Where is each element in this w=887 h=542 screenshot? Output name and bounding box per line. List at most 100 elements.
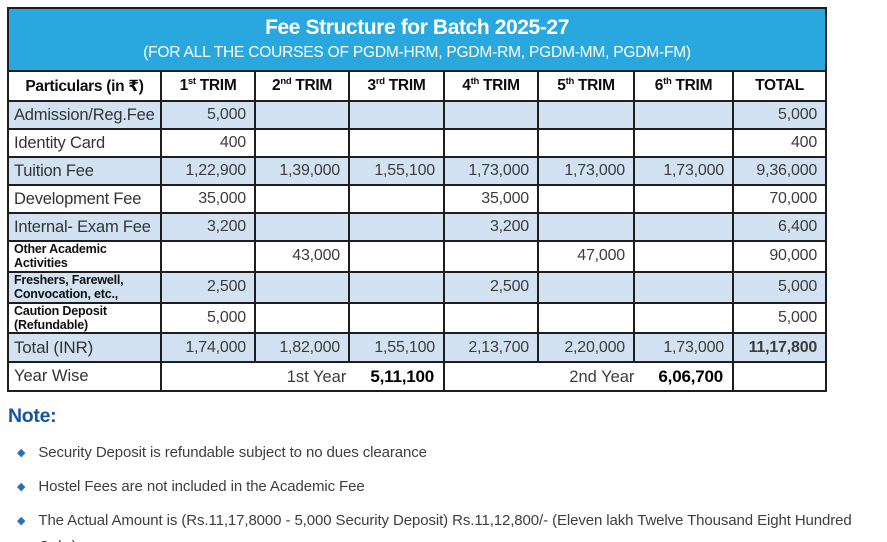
column-header-trim-4: 4th TRIM bbox=[443, 70, 539, 102]
page-title: Fee Structure for Batch 2025-27 bbox=[265, 16, 569, 39]
cell-trim2 bbox=[254, 212, 350, 242]
cell-trim2 bbox=[254, 270, 350, 304]
cell-trim2 bbox=[254, 128, 350, 158]
cell-total: 6,400 bbox=[731, 212, 828, 242]
cell-first-year: 1st Year 5,11,100 bbox=[160, 361, 445, 393]
cell-trim2: 1,82,000 bbox=[254, 332, 350, 364]
cell-trim1: 1,74,000 bbox=[160, 332, 256, 364]
banner-row: Fee Structure for Batch 2025-27 (FOR ALL… bbox=[6, 7, 828, 72]
cell-total: 70,000 bbox=[731, 184, 828, 214]
cell-trim1 bbox=[160, 240, 256, 273]
cell-trim4 bbox=[443, 100, 539, 130]
cell-trim4: 1,73,000 bbox=[443, 156, 539, 186]
cell-trim3 bbox=[348, 184, 445, 214]
cell-trim2: 1,39,000 bbox=[254, 156, 350, 186]
column-header-trim-5: 5th TRIM bbox=[537, 70, 635, 102]
cell-trim1: 35,000 bbox=[160, 184, 256, 214]
row-label: Identity Card bbox=[7, 128, 162, 158]
cell-trim1: 5,000 bbox=[160, 301, 256, 335]
note-item-text: Security Deposit is refundable subject t… bbox=[38, 444, 427, 462]
cell-trim4 bbox=[443, 301, 539, 335]
cell-trim6 bbox=[633, 301, 734, 335]
table-row-tuition-fee: Tuition Fee 1,22,900 1,39,000 1,55,100 1… bbox=[7, 156, 828, 186]
cell-trim1: 3,200 bbox=[160, 212, 256, 242]
cell-total: 90,000 bbox=[731, 240, 828, 273]
cell-trim3 bbox=[348, 240, 445, 273]
note-section: Note: ◆ Security Deposit is refundable s… bbox=[8, 405, 887, 542]
table-row-freshers-farewell-convocation: Freshers, Farewell, Convocation, etc., 2… bbox=[7, 270, 828, 304]
table-row-caution-deposit: Caution Deposit (Refundable) 5,000 5,000 bbox=[7, 301, 828, 335]
cell-trim6 bbox=[633, 240, 734, 273]
table-row-internal-exam-fee: Internal- Exam Fee 3,200 3,200 6,400 bbox=[7, 212, 828, 242]
table-row-identity-card: Identity Card 400 400 bbox=[7, 128, 828, 158]
cell-trim3 bbox=[348, 128, 445, 158]
cell-trim5 bbox=[537, 100, 635, 130]
cell-trim6: 1,73,000 bbox=[633, 332, 734, 364]
table-row-development-fee: Development Fee 35,000 35,000 70,000 bbox=[7, 184, 828, 214]
cell-grand-total: 11,17,800 bbox=[731, 332, 828, 364]
cell-trim5 bbox=[537, 128, 635, 158]
cell-trim6 bbox=[633, 212, 734, 242]
row-label: Admission/Reg.Fee bbox=[7, 100, 162, 130]
note-item-security-deposit: ◆ Security Deposit is refundable subject… bbox=[8, 440, 860, 466]
cell-trim3: 1,55,100 bbox=[348, 332, 445, 364]
cell-second-year: 2nd Year 6,06,700 bbox=[443, 361, 734, 393]
cell-trim2 bbox=[254, 100, 350, 130]
cell-trim2 bbox=[254, 301, 350, 335]
column-header-trim-6: 6th TRIM bbox=[633, 70, 734, 102]
cell-trim1: 1,22,900 bbox=[160, 156, 256, 186]
cell-total: 5,000 bbox=[731, 100, 828, 130]
row-label: Freshers, Farewell, Convocation, etc., bbox=[7, 270, 162, 304]
column-header-trim-1: 1st TRIM bbox=[160, 70, 256, 102]
table-row-total-inr: Total (INR) 1,74,000 1,82,000 1,55,100 2… bbox=[7, 332, 828, 364]
cell-trim1: 2,500 bbox=[160, 270, 256, 304]
note-heading: Note: bbox=[8, 405, 57, 428]
cell-trim1: 5,000 bbox=[160, 100, 256, 130]
page-subtitle: (FOR ALL THE COURSES OF PGDM-HRM, PGDM-R… bbox=[143, 44, 691, 61]
first-year-label: 1st Year bbox=[286, 367, 347, 386]
row-label: Internal- Exam Fee bbox=[7, 212, 162, 242]
cell-total: 5,000 bbox=[731, 270, 828, 304]
cell-total-empty bbox=[731, 361, 828, 393]
note-item-actual-amount: ◆ The Actual Amount is (Rs.11,17,8000 - … bbox=[8, 508, 860, 542]
row-label: Tuition Fee bbox=[7, 156, 162, 186]
second-year-label: 2nd Year bbox=[569, 367, 635, 386]
cell-trim5: 47,000 bbox=[537, 240, 635, 273]
column-header-particulars: Particulars (in ₹) bbox=[7, 70, 162, 102]
table-row-year-wise: Year Wise 1st Year 5,11,100 2nd Year 6,06,… bbox=[7, 361, 828, 393]
second-year-amount: 6,06,700 bbox=[658, 366, 723, 386]
row-label: Other Academic Activities bbox=[7, 240, 162, 273]
column-header-total: TOTAL bbox=[731, 70, 828, 102]
note-item-text: The Actual Amount is (Rs.11,17,8000 - 5,… bbox=[38, 512, 852, 542]
row-label: Development Fee bbox=[7, 184, 162, 214]
cell-trim5 bbox=[537, 184, 635, 214]
table-title-banner: Fee Structure for Batch 2025-27 (FOR ALL… bbox=[6, 7, 828, 72]
cell-trim3 bbox=[348, 301, 445, 335]
fee-structure-table: Fee Structure for Batch 2025-27 (FOR ALL… bbox=[6, 7, 828, 393]
row-label: Year Wise bbox=[7, 361, 162, 393]
row-label: Total (INR) bbox=[7, 332, 162, 364]
first-year-amount: 5,11,100 bbox=[370, 366, 434, 386]
cell-trim4: 3,200 bbox=[443, 212, 539, 242]
table-row-other-academic-activities: Other Academic Activities 43,000 47,000 … bbox=[7, 240, 828, 273]
cell-trim3: 1,55,100 bbox=[348, 156, 445, 186]
cell-trim5 bbox=[537, 270, 635, 304]
cell-trim6 bbox=[633, 270, 734, 304]
cell-trim6: 1,73,000 bbox=[633, 156, 734, 186]
cell-trim3 bbox=[348, 270, 445, 304]
row-label: Caution Deposit (Refundable) bbox=[7, 301, 162, 335]
note-item-text: Hostel Fees are not included in the Acad… bbox=[38, 478, 365, 496]
cell-trim5: 1,73,000 bbox=[537, 156, 635, 186]
diamond-bullet-icon: ◆ bbox=[17, 447, 26, 460]
cell-trim4 bbox=[443, 128, 539, 158]
diamond-bullet-icon: ◆ bbox=[17, 481, 26, 494]
diamond-bullet-icon: ◆ bbox=[17, 515, 26, 528]
cell-trim4: 2,500 bbox=[443, 270, 539, 304]
cell-trim6 bbox=[633, 184, 734, 214]
column-header-row: Particulars (in ₹) 1st TRIM 2nd TRIM 3rd TR… bbox=[7, 70, 828, 102]
cell-trim5: 2,20,000 bbox=[537, 332, 635, 364]
cell-total: 9,36,000 bbox=[731, 156, 828, 186]
cell-trim4: 2,13,700 bbox=[443, 332, 539, 364]
cell-trim6 bbox=[633, 100, 734, 130]
